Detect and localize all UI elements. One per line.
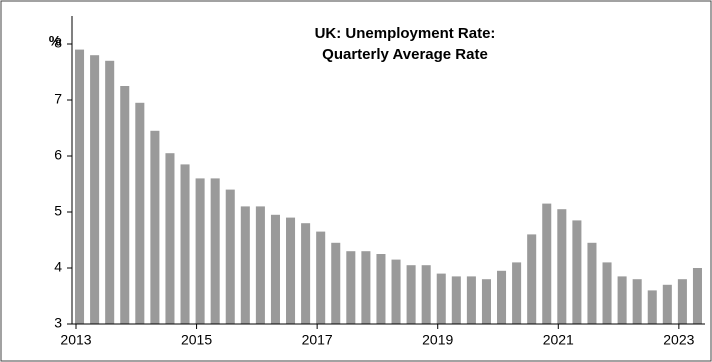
bar <box>587 242 597 324</box>
bar <box>677 279 687 324</box>
bar <box>240 206 250 324</box>
bar <box>497 270 507 324</box>
bar <box>120 86 130 324</box>
chart-subtitle: Quarterly Average Rate <box>322 46 488 63</box>
bar <box>316 231 326 324</box>
y-tick-label: 3 <box>54 315 62 331</box>
x-tick-label: 2023 <box>663 332 694 348</box>
x-tick-label: 2021 <box>543 332 574 348</box>
bar <box>451 276 461 324</box>
x-tick-label: 2019 <box>422 332 453 348</box>
bar <box>481 279 491 324</box>
bar <box>542 203 552 324</box>
bar <box>301 223 311 324</box>
bar <box>376 254 386 324</box>
x-tick-label: 2017 <box>302 332 333 348</box>
bar <box>421 265 431 324</box>
y-tick-label: 7 <box>54 91 62 107</box>
bar <box>165 153 175 324</box>
bar <box>90 55 100 324</box>
bar <box>692 268 702 324</box>
bar <box>105 60 115 325</box>
bar <box>406 265 416 324</box>
bar <box>286 217 296 324</box>
bar <box>557 209 567 324</box>
x-tick-label: 2015 <box>181 332 212 348</box>
bar <box>346 251 356 324</box>
bar <box>195 178 205 324</box>
y-tick-label: 5 <box>54 203 62 219</box>
y-axis-label: % <box>49 33 62 49</box>
bar <box>180 164 190 324</box>
bar <box>602 262 612 324</box>
bar <box>75 49 85 324</box>
bar <box>331 242 341 324</box>
bar <box>391 259 401 324</box>
bar <box>150 130 160 324</box>
bar <box>572 220 582 324</box>
bar <box>225 189 235 324</box>
bar <box>270 214 280 324</box>
bar <box>210 178 220 324</box>
chart-title: UK: Unemployment Rate: <box>315 25 496 42</box>
bar <box>255 206 265 324</box>
bar <box>135 102 145 324</box>
x-tick-label: 2013 <box>60 332 91 348</box>
bar <box>527 234 537 324</box>
bar <box>361 251 371 324</box>
bar <box>632 279 642 324</box>
y-tick-label: 6 <box>54 147 62 163</box>
bar <box>512 262 522 324</box>
y-tick-label: 8 <box>54 35 62 51</box>
bar <box>662 284 672 324</box>
bar <box>466 276 476 324</box>
bar <box>436 273 446 324</box>
y-tick-label: 4 <box>54 259 62 275</box>
bar <box>617 276 627 324</box>
bar <box>647 290 657 324</box>
